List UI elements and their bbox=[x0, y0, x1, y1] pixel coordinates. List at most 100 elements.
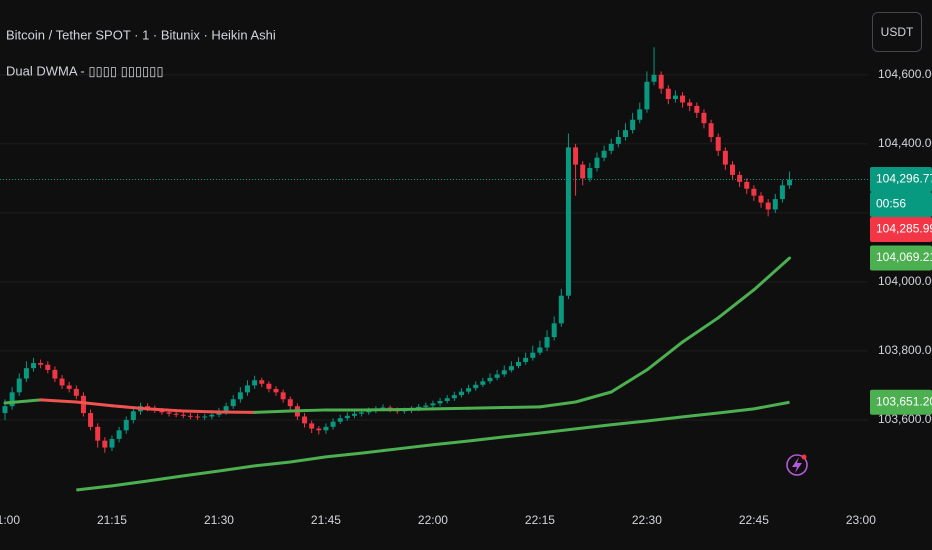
candle-body bbox=[501, 370, 507, 375]
y-tick-label: 103,800.00 bbox=[878, 343, 932, 357]
dwma-line bbox=[76, 400, 790, 492]
price-tag-label: 104,285.99 bbox=[876, 222, 932, 236]
candle-body bbox=[680, 95, 686, 103]
candle-body bbox=[73, 388, 79, 396]
candle-body bbox=[123, 419, 129, 431]
candle-body bbox=[772, 199, 778, 210]
candle-body bbox=[323, 426, 329, 431]
candle-body bbox=[644, 81, 650, 110]
candle-body bbox=[466, 388, 472, 392]
y-tick-label: 104,000.00 bbox=[878, 274, 932, 288]
candle-body bbox=[637, 109, 643, 120]
dwma-line-segment bbox=[74, 400, 114, 408]
x-tick-label: 22:00 bbox=[418, 513, 448, 527]
x-tick-label: 22:15 bbox=[525, 513, 555, 527]
x-tick-label: 21:45 bbox=[311, 513, 341, 527]
dwma-line-segment bbox=[253, 409, 292, 414]
candle-body bbox=[173, 413, 179, 415]
dwma-line-segment bbox=[467, 406, 506, 410]
candle-body bbox=[344, 415, 350, 419]
candle-body bbox=[159, 410, 165, 413]
candle-body bbox=[615, 136, 621, 144]
candle-body bbox=[494, 374, 500, 378]
candle-body bbox=[787, 179, 793, 186]
candle-body bbox=[423, 405, 429, 407]
dwma-line-segment bbox=[609, 368, 649, 394]
candle-body bbox=[751, 188, 757, 196]
candle-body bbox=[608, 143, 614, 151]
candle-body bbox=[180, 414, 186, 416]
x-tick-label: 21:15 bbox=[97, 513, 127, 527]
countdown-label: 00:56 bbox=[876, 197, 906, 211]
candle-body bbox=[729, 164, 735, 175]
candle-body bbox=[737, 174, 743, 182]
x-tick-label: 21:00 bbox=[0, 513, 20, 527]
candle-body bbox=[565, 147, 571, 296]
dwma-line-segment bbox=[288, 408, 328, 413]
dwma-line-segment bbox=[502, 405, 542, 410]
candle-body bbox=[487, 377, 493, 382]
candle-body bbox=[187, 415, 193, 417]
candle-body bbox=[38, 363, 44, 365]
dwma-line-segment bbox=[574, 390, 613, 404]
candle-body bbox=[380, 407, 386, 409]
candle-body bbox=[9, 392, 15, 407]
candle-body bbox=[330, 421, 336, 427]
candle-body bbox=[551, 323, 557, 338]
candle-body bbox=[758, 195, 764, 203]
currency-button[interactable]: USDT bbox=[872, 12, 922, 52]
candle-body bbox=[573, 147, 579, 165]
candle-body bbox=[779, 185, 785, 200]
y-tick-label: 103,600.00 bbox=[878, 412, 932, 426]
x-tick-label: 21:30 bbox=[204, 513, 234, 527]
candle-body bbox=[273, 388, 279, 393]
price-tag-label: 103,651.20 bbox=[876, 394, 932, 408]
x-tick-label: 22:30 bbox=[632, 513, 662, 527]
candle-body bbox=[102, 440, 108, 448]
candle-body bbox=[259, 380, 265, 384]
candle-body bbox=[287, 399, 293, 407]
candle-body bbox=[209, 414, 215, 417]
alert-icon bbox=[786, 454, 808, 476]
candle-body bbox=[145, 406, 151, 408]
candle-body bbox=[195, 416, 201, 418]
candle-body bbox=[2, 406, 8, 414]
candle-body bbox=[480, 381, 486, 385]
x-tick-label: 22:45 bbox=[739, 513, 769, 527]
dwma-line-segment bbox=[752, 256, 792, 292]
candle-body bbox=[230, 399, 236, 407]
candle-body bbox=[430, 403, 436, 406]
candle-body bbox=[630, 119, 636, 131]
price-tag bbox=[870, 389, 932, 415]
candle-body bbox=[665, 88, 671, 100]
candle-body bbox=[31, 363, 37, 369]
candle-body bbox=[558, 295, 564, 324]
candle-body bbox=[451, 395, 457, 399]
candle-body bbox=[237, 392, 243, 400]
candle-body bbox=[59, 378, 65, 386]
dwma-line-segment bbox=[431, 406, 471, 411]
candle-body bbox=[601, 150, 607, 158]
candle-body bbox=[687, 102, 693, 106]
countdown-tag bbox=[870, 192, 932, 218]
candle-body bbox=[351, 413, 357, 416]
candle-body bbox=[623, 130, 629, 137]
candle-body bbox=[587, 168, 593, 179]
candle-body bbox=[166, 412, 172, 414]
indicator-title: Dual DWMA - ▯▯▯▯ ▯▯▯▯▯▯ bbox=[6, 63, 164, 78]
candle-body bbox=[523, 357, 529, 362]
candle-body bbox=[444, 398, 450, 401]
candle-body bbox=[580, 164, 586, 179]
candle-body bbox=[266, 383, 272, 389]
candle-body bbox=[223, 406, 229, 412]
candle-body bbox=[280, 392, 286, 400]
candle-body bbox=[651, 74, 657, 82]
candle-body bbox=[359, 412, 365, 414]
candle-body bbox=[715, 136, 721, 151]
dwma-line-segment bbox=[681, 316, 720, 344]
candle-body bbox=[708, 123, 714, 137]
dwma-line-segment bbox=[716, 288, 756, 320]
price-tag-label: 104,069.21 bbox=[876, 250, 932, 264]
